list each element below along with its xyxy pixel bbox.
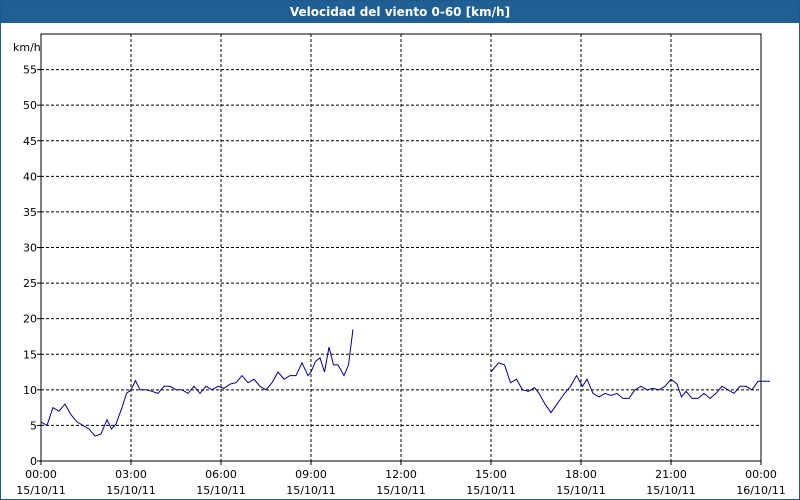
plot-frame: [40, 33, 762, 462]
series-line: [490, 362, 770, 414]
series-line: [40, 329, 354, 437]
x-tick-date: 15/10/11: [16, 484, 65, 497]
x-tick-time: 21:00: [655, 468, 687, 481]
wind-speed-chart: 0 5 10 15 20 25 30 35 40 45 50 55 00:00 15/10/11 03:0…: [13, 33, 786, 497]
x-tick-time: 06:00: [205, 468, 237, 481]
y-axis-label: km/h: [13, 41, 41, 54]
axes: [37, 33, 762, 465]
y-tick-label: 5: [30, 419, 37, 432]
y-tick-label: 10: [23, 384, 37, 397]
y-tick-label: 35: [23, 206, 37, 219]
y-tick-labels: 0 5 10 15 20 25 30 35 40 45 50 55: [23, 64, 37, 468]
x-tick-time: 15:00: [475, 468, 507, 481]
grid-lines: [41, 34, 761, 461]
x-tick-labels: 00:00 15/10/11 03:00 15/10/11 06:00 15/10/11 0…: [16, 468, 785, 497]
x-tick-time: 09:00: [295, 468, 327, 481]
x-tick-time: 00:00: [745, 468, 777, 481]
x-tick-date: 16/10/11: [736, 484, 785, 497]
y-tick-label: 55: [23, 64, 37, 77]
x-tick-time: 18:00: [565, 468, 597, 481]
y-tick-label: 0: [30, 455, 37, 468]
x-tick-date: 15/10/11: [106, 484, 155, 497]
y-tick-label: 25: [23, 277, 37, 290]
x-tick-time: 03:00: [115, 468, 147, 481]
y-tick-label: 45: [23, 135, 37, 148]
x-tick-date: 15/10/11: [376, 484, 425, 497]
y-tick-label: 40: [23, 170, 37, 183]
series-group: [40, 329, 770, 437]
y-tick-label: 15: [23, 348, 37, 361]
x-tick-date: 15/10/11: [466, 484, 515, 497]
y-tick-label: 20: [23, 313, 37, 326]
x-tick-time: 12:00: [385, 468, 417, 481]
x-tick-date: 15/10/11: [286, 484, 335, 497]
x-tick-time: 00:00: [25, 468, 57, 481]
window-title: Velocidad del viento 0-60 [km/h]: [1, 1, 799, 23]
x-tick-date: 15/10/11: [646, 484, 695, 497]
y-tick-label: 50: [23, 99, 37, 112]
y-tick-label: 30: [23, 242, 37, 255]
x-tick-date: 15/10/11: [196, 484, 245, 497]
x-tick-date: 15/10/11: [556, 484, 605, 497]
